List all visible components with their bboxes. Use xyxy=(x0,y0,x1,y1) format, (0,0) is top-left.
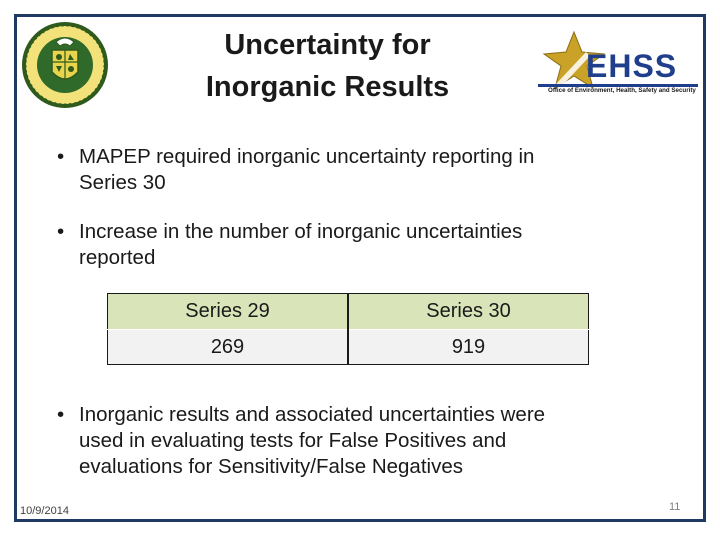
slide-frame xyxy=(14,14,706,522)
ehss-star-icon xyxy=(538,30,698,90)
bullet-item: • Increase in the number of inorganic un… xyxy=(57,219,657,271)
title-line-2: Inorganic Results xyxy=(205,71,450,103)
doe-seal-icon xyxy=(22,22,108,108)
bullet-line: Series 30 xyxy=(79,171,166,194)
bullet-line: reported xyxy=(79,246,156,269)
ehss-logo-text: EHSS xyxy=(586,48,678,84)
bullet-line: used in evaluating tests for False Posit… xyxy=(79,429,507,452)
ehss-logo-subtitle: Office of Environment, Health, Safety an… xyxy=(548,87,696,94)
table-cell: 269 xyxy=(107,329,349,365)
bullet-line: evaluations for Sensitivity/False Negati… xyxy=(79,455,463,478)
bullet-glyph: • xyxy=(57,220,65,243)
bullet-glyph: • xyxy=(57,145,65,168)
table-header-cell: Series 29 xyxy=(107,293,349,330)
footer-date: 10/9/2014 xyxy=(20,505,69,517)
bullet-item: • MAPEP required inorganic uncertainty r… xyxy=(57,144,657,196)
slide-title: Uncertainty for Inorganic Results xyxy=(180,24,475,108)
table-row: 269 919 xyxy=(107,329,589,365)
bullet-item: • Inorganic results and associated uncer… xyxy=(57,402,677,480)
bullet-line: Increase in the number of inorganic unce… xyxy=(79,220,523,243)
table-cell: 919 xyxy=(347,329,589,365)
table-header-cell: Series 30 xyxy=(347,293,589,330)
series-table: Series 29 Series 30 269 919 xyxy=(107,293,589,365)
bullet-glyph: • xyxy=(57,403,65,426)
table-header-row: Series 29 Series 30 xyxy=(107,293,589,330)
page-number: 11 xyxy=(669,501,681,513)
bullet-line: Inorganic results and associated uncerta… xyxy=(79,403,546,426)
title-line-1: Uncertainty for xyxy=(224,29,431,61)
bullet-line: MAPEP required inorganic uncertainty rep… xyxy=(79,145,535,168)
